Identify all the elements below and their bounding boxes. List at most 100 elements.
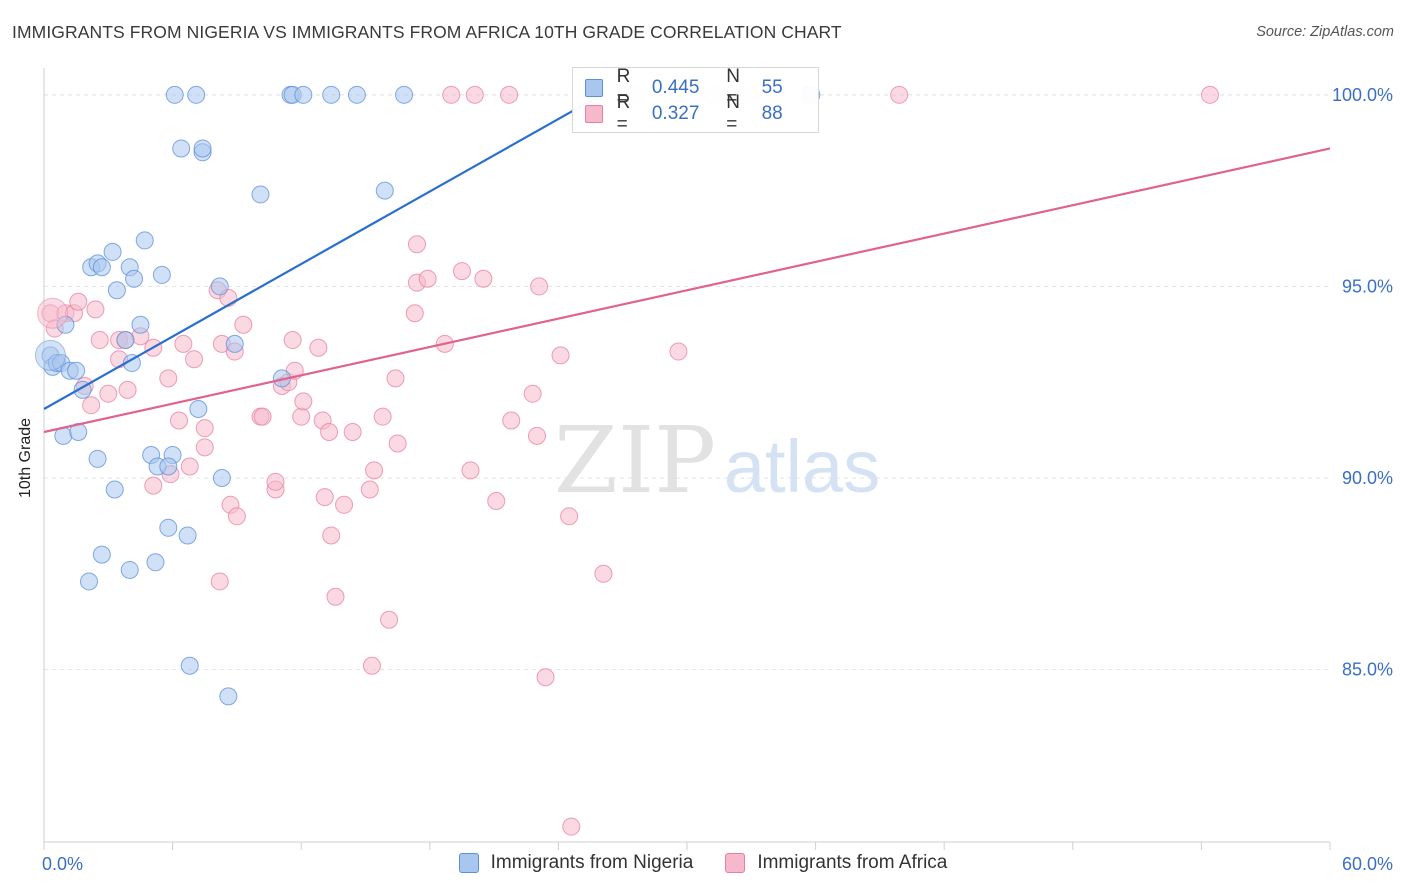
nigeria-point	[67, 361, 86, 380]
x-tick-label: 60.0%	[1342, 854, 1393, 874]
r-label: R =	[616, 92, 631, 135]
africa-point	[195, 438, 214, 457]
nigeria-point	[189, 400, 208, 419]
africa-point	[294, 392, 313, 411]
africa-point	[185, 350, 204, 369]
nigeria-point-cluster	[34, 339, 66, 371]
africa-point	[669, 342, 688, 361]
africa-point	[326, 587, 345, 606]
africa-point	[170, 411, 189, 430]
africa-point	[99, 384, 118, 403]
africa-point	[551, 346, 570, 365]
nigeria-point	[180, 656, 199, 675]
africa-point	[407, 235, 426, 254]
nigeria-point	[125, 269, 144, 288]
africa-point	[266, 472, 285, 491]
legend-label-africa: Immigrants from Africa	[757, 852, 948, 873]
africa-point	[527, 426, 546, 445]
africa-point	[309, 338, 328, 357]
africa-point	[465, 85, 484, 104]
nigeria-point	[131, 315, 150, 334]
africa-point	[159, 369, 178, 388]
y-tick-label: 100.0%	[1332, 85, 1393, 105]
r-value: 0.445	[651, 77, 700, 98]
nigeria-point	[210, 277, 229, 296]
africa-point	[365, 461, 384, 480]
africa-point	[69, 292, 88, 311]
africa-point	[452, 262, 471, 281]
nigeria-point	[395, 85, 414, 104]
africa-point	[386, 369, 405, 388]
nigeria-point	[193, 139, 212, 158]
y-tick-label: 95.0%	[1342, 276, 1393, 296]
africa-point	[362, 656, 381, 675]
nigeria-point	[251, 185, 270, 204]
africa-point	[474, 269, 493, 288]
nigeria-point	[165, 85, 184, 104]
africa-point	[343, 423, 362, 442]
source-label: Source: ZipAtlas.com	[1256, 24, 1394, 40]
africa-point	[174, 334, 193, 353]
africa-point	[210, 572, 229, 591]
nigeria-legend-swatch	[458, 853, 479, 873]
africa-point	[234, 315, 253, 334]
africa-point	[360, 480, 379, 499]
africa-point	[405, 304, 424, 323]
nigeria-point	[347, 85, 366, 104]
africa-point	[373, 407, 392, 426]
nigeria-point	[178, 526, 197, 545]
africa-point	[1200, 85, 1219, 104]
nigeria-point	[375, 181, 394, 200]
africa-point	[253, 407, 272, 426]
watermark-zip: ZIP	[554, 407, 716, 514]
chart-title: IMMIGRANTS FROM NIGERIA VS IMMIGRANTS FR…	[12, 22, 842, 42]
nigeria-point	[92, 258, 111, 277]
africa-point	[560, 507, 579, 526]
stats-legend: R = 0.445 N = 55 R = 0.327 N = 88	[572, 66, 819, 135]
nigeria-point	[107, 281, 126, 300]
africa-point	[82, 396, 101, 415]
nigeria-point	[103, 242, 122, 261]
africa-point	[292, 407, 311, 426]
legend-label-nigeria: Immigrants from Nigeria	[490, 852, 694, 873]
legend-item-africa[interactable]: Immigrants from Africa	[725, 852, 947, 874]
nigeria-point	[172, 139, 191, 158]
r-label: R =	[616, 66, 631, 109]
legend-item-nigeria[interactable]: Immigrants from Nigeria	[458, 852, 694, 874]
watermark-atlas: atlas	[724, 425, 880, 508]
africa-point	[118, 380, 137, 399]
nigeria-point	[146, 553, 165, 572]
nigeria-swatch	[585, 79, 603, 97]
x-tick-label: 0.0%	[42, 854, 83, 874]
nigeria-point	[159, 457, 178, 476]
y-axis-label: 10th Grade	[17, 417, 34, 499]
africa-point	[380, 610, 399, 629]
africa-point	[180, 457, 199, 476]
africa-point	[227, 507, 246, 526]
y-tick-label: 90.0%	[1342, 468, 1393, 488]
n-label: N =	[726, 66, 741, 109]
nigeria-point	[159, 518, 178, 537]
nigeria-point	[322, 85, 341, 104]
africa-point	[283, 331, 302, 350]
africa-point	[418, 269, 437, 288]
nigeria-point	[80, 572, 99, 591]
n-value: 88	[761, 103, 783, 124]
nigeria-point	[135, 231, 154, 250]
series-legend: Immigrants from Nigeria Immigrants from …	[0, 852, 1406, 874]
africa-point	[335, 495, 354, 514]
africa-point	[86, 300, 105, 319]
nigeria-point	[120, 560, 139, 579]
legend-row-nigeria: R = 0.445 N = 55	[585, 66, 818, 109]
nigeria-point	[152, 265, 171, 284]
africa-point	[523, 384, 542, 403]
africa-point	[594, 564, 613, 583]
legend-row-africa: R = 0.327 N = 88	[585, 92, 818, 135]
y-tick-label: 85.0%	[1342, 660, 1393, 680]
nigeria-point	[212, 468, 231, 487]
nigeria-point	[225, 334, 244, 353]
africa-point	[530, 277, 549, 296]
africa-point	[195, 419, 214, 438]
africa-point-cluster	[37, 297, 69, 329]
